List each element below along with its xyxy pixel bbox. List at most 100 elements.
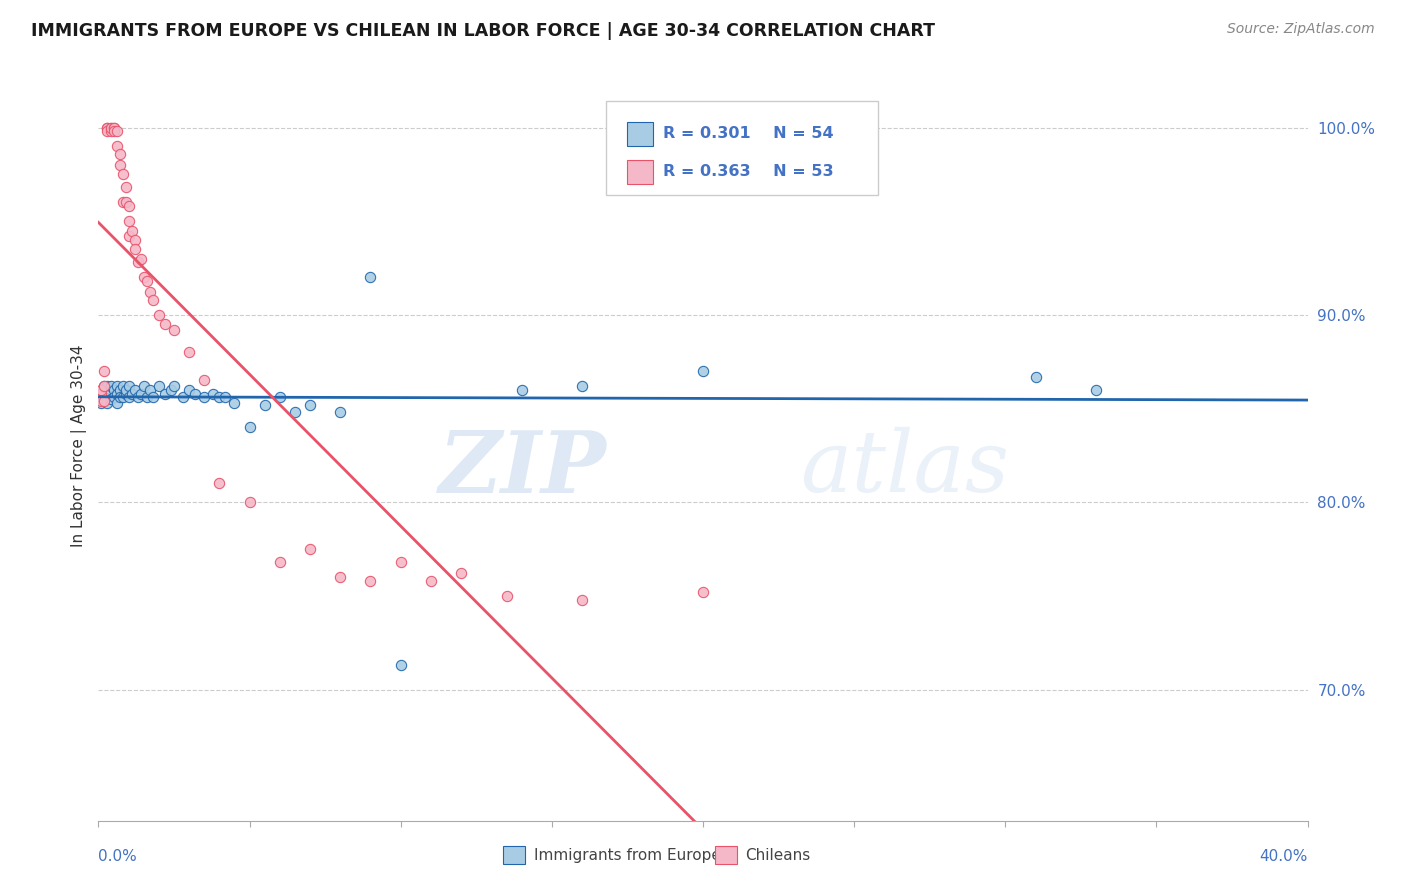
Point	[118, 199, 141, 213]
Point	[571, 379, 593, 393]
Point	[1085, 383, 1108, 397]
Point	[111, 168, 134, 182]
Point	[93, 364, 115, 378]
Text: 0.0%: 0.0%	[98, 849, 138, 863]
Point	[329, 405, 352, 419]
Point	[202, 386, 225, 401]
Point	[114, 383, 136, 397]
Point	[100, 124, 122, 138]
Point	[329, 570, 352, 584]
Point	[111, 379, 134, 393]
Point	[108, 390, 131, 404]
Point	[132, 270, 155, 285]
Point	[1024, 369, 1046, 384]
Point	[269, 555, 291, 569]
Point	[148, 308, 170, 322]
Point	[100, 120, 122, 135]
Point	[96, 396, 118, 410]
Point	[105, 379, 128, 393]
Point	[96, 120, 118, 135]
Text: Immigrants from Europe: Immigrants from Europe	[534, 847, 721, 863]
Point	[450, 566, 472, 581]
Point	[420, 574, 443, 588]
Point	[269, 390, 291, 404]
Point	[100, 120, 122, 135]
Point	[163, 379, 186, 393]
Point	[103, 383, 125, 397]
Point	[132, 379, 155, 393]
Point	[148, 379, 170, 393]
Text: Chileans: Chileans	[745, 847, 811, 863]
Point	[179, 383, 201, 397]
Point	[108, 146, 131, 161]
Point	[96, 379, 118, 393]
Bar	[627, 160, 654, 184]
Bar	[627, 122, 654, 146]
Point	[129, 386, 152, 401]
Point	[121, 386, 143, 401]
Point	[299, 398, 322, 412]
Point	[100, 392, 122, 407]
Bar	[503, 847, 526, 864]
Point	[100, 379, 122, 393]
Bar	[716, 847, 737, 864]
Point	[103, 120, 125, 135]
Point	[135, 390, 157, 404]
Text: Source: ZipAtlas.com: Source: ZipAtlas.com	[1227, 22, 1375, 37]
Point	[114, 195, 136, 210]
Point	[299, 542, 322, 557]
Point	[142, 390, 165, 404]
Point	[111, 390, 134, 404]
Point	[172, 390, 194, 404]
Point	[135, 274, 157, 288]
Point	[214, 390, 236, 404]
Point	[118, 214, 141, 228]
Text: 40.0%: 40.0%	[1260, 849, 1308, 863]
Text: atlas: atlas	[800, 427, 1010, 510]
Point	[108, 383, 131, 397]
Point	[360, 574, 382, 588]
Point	[118, 390, 141, 404]
Point	[193, 390, 215, 404]
Point	[208, 476, 231, 491]
Point	[93, 379, 115, 393]
Point	[389, 658, 412, 673]
Point	[90, 383, 112, 397]
Point	[163, 323, 186, 337]
Point	[96, 386, 118, 401]
Point	[96, 120, 118, 135]
Point	[105, 124, 128, 138]
Point	[118, 229, 141, 244]
Point	[105, 396, 128, 410]
Point	[103, 120, 125, 135]
Point	[284, 405, 307, 419]
Point	[121, 224, 143, 238]
Point	[93, 379, 115, 393]
Point	[103, 390, 125, 404]
Text: ZIP: ZIP	[439, 426, 606, 510]
Point	[96, 124, 118, 138]
Point	[692, 585, 714, 599]
Point	[114, 386, 136, 401]
Point	[239, 420, 262, 434]
Point	[193, 374, 215, 388]
Point	[139, 383, 162, 397]
Point	[179, 345, 201, 359]
Point	[142, 293, 165, 307]
Point	[105, 386, 128, 401]
Point	[139, 285, 162, 300]
Y-axis label: In Labor Force | Age 30-34: In Labor Force | Age 30-34	[72, 344, 87, 548]
Point	[571, 592, 593, 607]
Point	[495, 589, 517, 603]
Point	[93, 394, 115, 409]
Point	[253, 398, 276, 412]
Point	[224, 396, 246, 410]
Point	[184, 386, 207, 401]
Point	[208, 390, 231, 404]
Point	[124, 383, 146, 397]
Point	[510, 383, 533, 397]
Point	[389, 555, 412, 569]
Point	[160, 383, 183, 397]
Point	[93, 390, 115, 404]
Point	[108, 158, 131, 172]
